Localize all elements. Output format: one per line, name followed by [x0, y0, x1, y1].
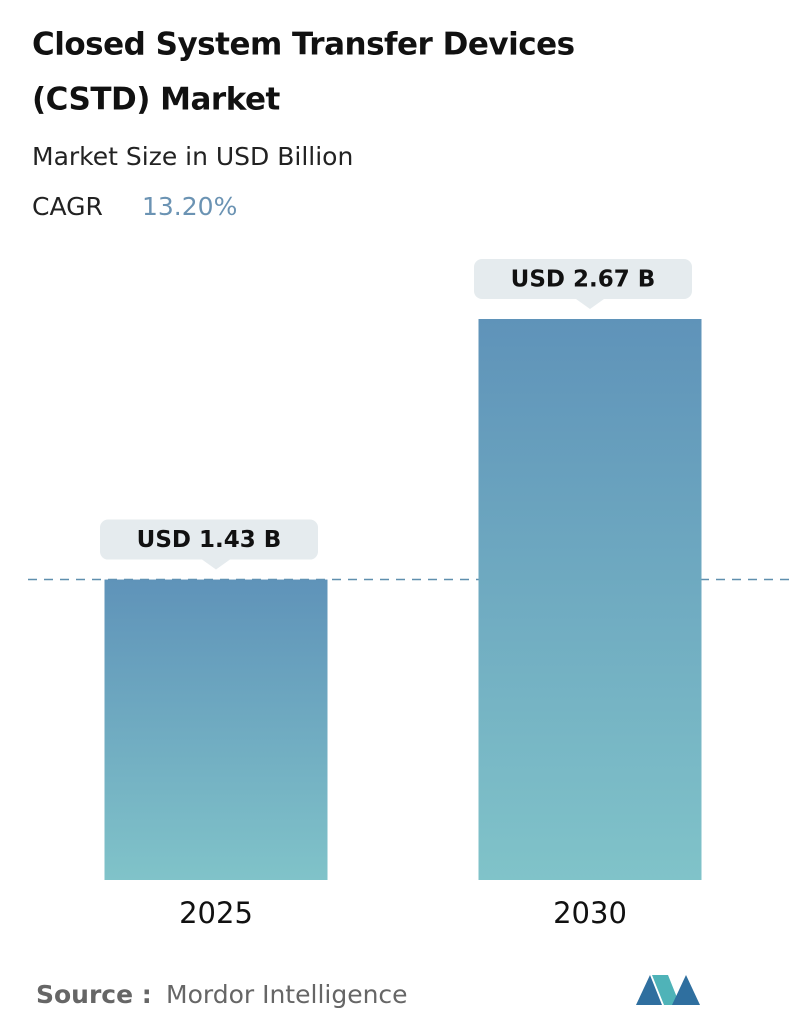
x-tick-label: 2030: [553, 896, 627, 930]
x-tick-label: 2025: [179, 896, 253, 930]
cagr-label: CAGR: [32, 192, 103, 221]
value-label: USD 2.67 B: [511, 267, 656, 293]
value-label-pointer: [202, 559, 230, 570]
source-label: Source :: [36, 980, 152, 1009]
bar: [478, 319, 702, 880]
value-label-box: [474, 259, 692, 299]
subtitle: Market Size in USD Billion: [32, 142, 353, 171]
bar: [104, 579, 328, 880]
chart-title: (CSTD) Market: [32, 82, 281, 118]
value-label-box: [100, 519, 318, 560]
value-label-pointer: [576, 299, 604, 309]
chart-title: Closed System Transfer Devices: [32, 27, 575, 63]
logo: [636, 975, 700, 1005]
source: Mordor Intelligence: [166, 980, 408, 1009]
value-label: USD 1.43 B: [137, 527, 282, 553]
cagr-value: 13.20%: [142, 192, 237, 221]
